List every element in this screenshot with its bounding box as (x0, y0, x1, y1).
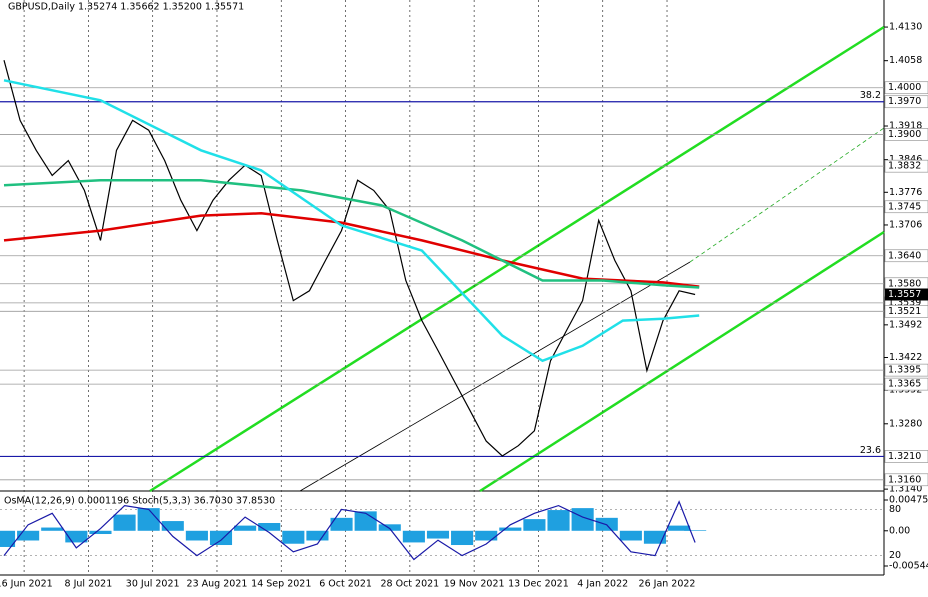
osma-bar (0, 530, 16, 547)
x-tick-label: 13 Dec 2021 (508, 579, 569, 590)
osma-bar (65, 530, 88, 543)
osma-bar (282, 530, 305, 544)
osma-bar (234, 525, 257, 531)
level-label-box (884, 305, 928, 318)
level-label-box (884, 200, 928, 214)
level-label: 1.3539 (888, 297, 921, 308)
y-tick-label: 1.3422 (889, 352, 922, 363)
level-label-box (884, 81, 928, 95)
level-label-box (884, 473, 928, 487)
level-label-box (884, 363, 928, 377)
osma-bar (378, 524, 401, 531)
stoch-line (3, 500, 696, 561)
chart-title: GBPUSD,Daily 1.35274 1.35662 1.35200 1.3… (8, 2, 244, 13)
osma-bar (547, 510, 570, 531)
x-tick-label: 23 Aug 2021 (187, 579, 248, 590)
channel-mid-ext (689, 127, 885, 263)
osma-bar (684, 530, 707, 531)
channel-upper (149, 25, 885, 493)
osma-bar (258, 523, 281, 531)
moving-average (3, 79, 700, 363)
level-label: 1.3521 (888, 306, 921, 317)
level-label: 1.3580 (888, 278, 921, 289)
osma-bar (17, 530, 40, 541)
osc-tick-label: 0.0047543 (889, 495, 928, 506)
channel-mid (299, 261, 691, 492)
level-label-box (884, 159, 928, 173)
x-tick-label: 6 Oct 2021 (319, 579, 372, 590)
osma-bar (643, 530, 667, 544)
y-tick-label: 1.3140 (889, 484, 922, 495)
osma-bar (89, 530, 112, 535)
osma-bar (185, 530, 208, 541)
price-line (3, 60, 696, 457)
level-label: 1.3210 (888, 451, 921, 462)
level-label: 1.3745 (888, 201, 921, 212)
level-label-box (884, 450, 928, 463)
y-tick-label: 1.3492 (889, 319, 922, 330)
osma-bar (306, 530, 329, 541)
x-tick-label: 16 Jun 2021 (0, 579, 53, 590)
osma-bar (113, 514, 136, 531)
osma-bar (426, 530, 450, 539)
osma-bar (475, 530, 498, 541)
level-label: 1.4000 (888, 82, 921, 93)
osma-bar (619, 530, 642, 541)
y-tick-label: 1.4058 (889, 55, 922, 66)
level-label: 1.3160 (888, 474, 921, 485)
y-tick-label: 1.4130 (889, 22, 922, 33)
y-tick-label: 1.3776 (889, 187, 922, 198)
level-label: 1.3640 (888, 250, 921, 261)
level-label: 1.3832 (888, 161, 921, 172)
osma-bar (402, 530, 425, 543)
osc-tick-label: 0.00 (889, 525, 910, 536)
osma-bar (354, 511, 377, 531)
osc-tick-label: -0.005440 (889, 560, 928, 571)
moving-average (3, 178, 700, 289)
osma-bar (668, 525, 691, 531)
osma-bar (330, 517, 353, 531)
osma-bar (451, 530, 474, 546)
osma-bar (41, 527, 64, 531)
current-price-box (885, 288, 928, 301)
level-label-box (884, 95, 928, 109)
osma-bar (499, 527, 522, 531)
fib-label: 23.6 (860, 445, 881, 456)
stoch-tick-label: 80 (889, 504, 901, 515)
level-label-box (884, 128, 928, 141)
x-tick-label: 26 Jan 2022 (639, 579, 696, 590)
level-label: 1.3970 (888, 96, 921, 107)
fib-label: 38.2 (860, 90, 881, 101)
y-tick-label: 1.3706 (889, 219, 922, 230)
osma-bar (161, 521, 184, 531)
level-label-box (884, 377, 928, 391)
current-price-label: 1.3557 (888, 289, 921, 300)
x-tick-label: 8 Jul 2021 (65, 579, 113, 590)
x-tick-label: 28 Oct 2021 (380, 579, 439, 590)
stoch-tick-label: 20 (889, 550, 901, 561)
x-tick-label: 4 Jan 2022 (577, 579, 628, 590)
level-label: 1.3365 (888, 379, 921, 390)
y-tick-label: 1.3280 (889, 418, 922, 429)
y-tick-label: 1.3846 (889, 154, 922, 165)
level-label-box (884, 249, 928, 263)
osma-bar (137, 508, 160, 531)
x-tick-label: 14 Sep 2021 (251, 579, 311, 590)
x-tick-label: 19 Nov 2021 (444, 579, 505, 590)
moving-average (3, 212, 700, 288)
level-label: 1.3900 (888, 129, 921, 140)
osma-bar (571, 508, 594, 531)
x-tick-label: 30 Jul 2021 (126, 579, 180, 590)
level-label: 1.3395 (888, 365, 921, 376)
oscillator-title: OsMA(12,26,9) 0.0001196 Stoch(5,3,3) 36.… (4, 496, 275, 507)
y-tick-label: 1.3918 (889, 121, 922, 132)
osma-bar (523, 519, 546, 531)
channel-lower (479, 230, 885, 493)
